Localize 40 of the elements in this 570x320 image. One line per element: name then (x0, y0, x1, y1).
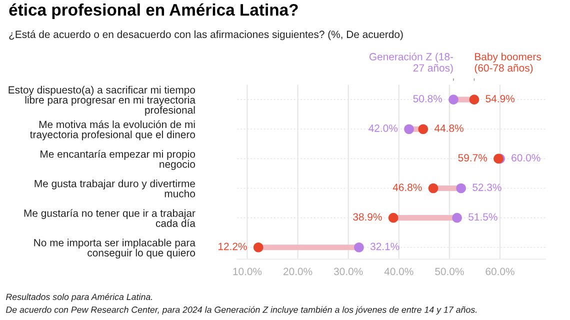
point (469, 94, 480, 104)
point (448, 94, 458, 104)
text: De acuerdo con Pew Research Center, para 2024 la Generación Z incluye también a los jóvenes de entre 14 y 17 años. (6, 306, 476, 315)
x-tick-label: 50.0% (435, 268, 464, 276)
x-tick-label: 30.0% (334, 268, 363, 276)
data-label: 44.8% (434, 124, 464, 132)
point (418, 124, 428, 134)
chart-subtitle: ¿Está de acuerdo o en desacuerdo con las afirmaciones siguientes? (%, De acuerdo) (9, 30, 403, 40)
data-label: 38.9% (353, 213, 382, 221)
point (404, 124, 414, 134)
data-label: 42.0% (368, 124, 398, 132)
y-tick-label: Estoy dispuesto(a) a sacrificar mi tiempo libre para progresar en mi trayectoria profesional (8, 86, 196, 116)
data-label: 60.0% (512, 154, 540, 162)
x-tick-label: 10.0% (233, 268, 262, 276)
point (456, 183, 466, 194)
point (388, 212, 398, 223)
data-label: 50.8% (413, 95, 442, 102)
data-label: 54.9% (486, 95, 514, 102)
x-tick-label: 60.0% (486, 268, 514, 276)
text: Baby boomers (60-78 años) (474, 52, 541, 74)
data-label: 12.2% (218, 242, 247, 250)
data-label: 51.5% (468, 213, 498, 221)
point (428, 183, 438, 194)
point (253, 242, 264, 252)
y-tick-label: Me gustaría no tener que ir a trabajar cada día (24, 209, 196, 227)
x-tick-label: 20.0% (284, 268, 312, 276)
point (354, 242, 364, 252)
y-tick-label: Me motiva más la evolución de mi trayectoria profesional que el dinero (30, 120, 196, 140)
chart-title: ética profesional en América Latina? (9, 3, 298, 20)
y-tick-label: Me encantaría empezar mi propio negocio (40, 150, 196, 170)
text: Resultados solo para América Latina. (6, 293, 152, 302)
point (452, 212, 462, 223)
x-tick-label: 40.0% (384, 268, 414, 276)
data-label: 46.8% (392, 184, 422, 192)
text: Generación Z (18- 27 años) (369, 52, 454, 74)
data-label: 52.3% (472, 184, 502, 192)
y-tick-label: No me importa ser implacable para conseguir lo que quiero (34, 238, 196, 259)
data-label: 59.7% (458, 154, 487, 162)
y-tick-label: Me gusta trabajar duro y divertirme mucho (34, 180, 196, 198)
data-label: 32.1% (370, 242, 400, 250)
